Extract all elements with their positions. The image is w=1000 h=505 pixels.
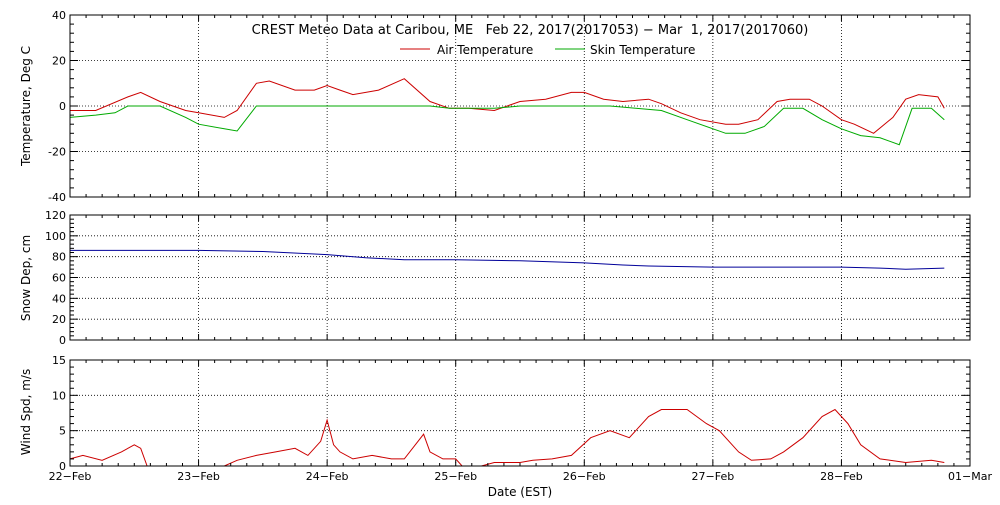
data-layer (69, 78, 945, 467)
temperature-ytick-label: -40 (48, 191, 66, 204)
wind-axis-label: Wind Spd, m/s (19, 369, 33, 455)
temperature-ytick-label: 0 (59, 100, 66, 113)
x-tick-label: 23−Feb (177, 470, 220, 483)
temperature-series-1-line (69, 105, 945, 146)
snow-ytick-label: 120 (45, 209, 66, 222)
x-tick-label: 28−Feb (820, 470, 863, 483)
temperature-axis-label: Temperature, Deg C (19, 46, 33, 167)
wind-ytick-label: 0 (59, 460, 66, 473)
temperature-series-0-line (70, 78, 945, 134)
wind-panel-frame (69, 359, 971, 467)
snow-axis-label: Snow Dep, cm (19, 235, 33, 321)
snow-ytick-label: 80 (52, 251, 66, 264)
snow-ytick-label: 0 (59, 334, 66, 347)
legend-air-label: Air Temperature (437, 43, 533, 57)
wind-ytick-label: 10 (52, 389, 66, 402)
legend-skin-label: Skin Temperature (590, 43, 695, 57)
grid-layer (70, 15, 970, 466)
x-tick-label: 27−Feb (692, 470, 735, 483)
x-tick-label: 25−Feb (434, 470, 477, 483)
temperature-ytick-label: 20 (52, 55, 66, 68)
x-tick-label: 22−Feb (49, 470, 92, 483)
temperature-ytick-label: -20 (48, 146, 66, 159)
wind-ytick-label: 5 (59, 425, 66, 438)
snow-ytick-label: 100 (45, 230, 66, 243)
x-tick-label: 01−Mar (948, 470, 992, 483)
temperature-ytick-label: 40 (52, 9, 66, 22)
x-axis-label: Date (EST) (488, 485, 552, 499)
snow-ytick-label: 20 (52, 313, 66, 326)
legend: Air Temperature Skin Temperature (400, 43, 695, 57)
chart-title: CREST Meteo Data at Caribou, ME Feb 22, … (252, 23, 809, 38)
x-tick-label: 24−Feb (306, 470, 349, 483)
snow-ytick-label: 60 (52, 272, 66, 285)
wind-series-0-line (69, 408, 945, 467)
snow-series-0-line (70, 249, 945, 270)
snow-ytick-label: 40 (52, 292, 66, 305)
x-tick-label: 26−Feb (563, 470, 606, 483)
axes-layer: -40 -20 0 20 40 0 20 40 60 80 100 120 0 5 10 15 22−Feb 23… (45, 9, 992, 483)
wind-ytick-label: 15 (52, 354, 66, 367)
